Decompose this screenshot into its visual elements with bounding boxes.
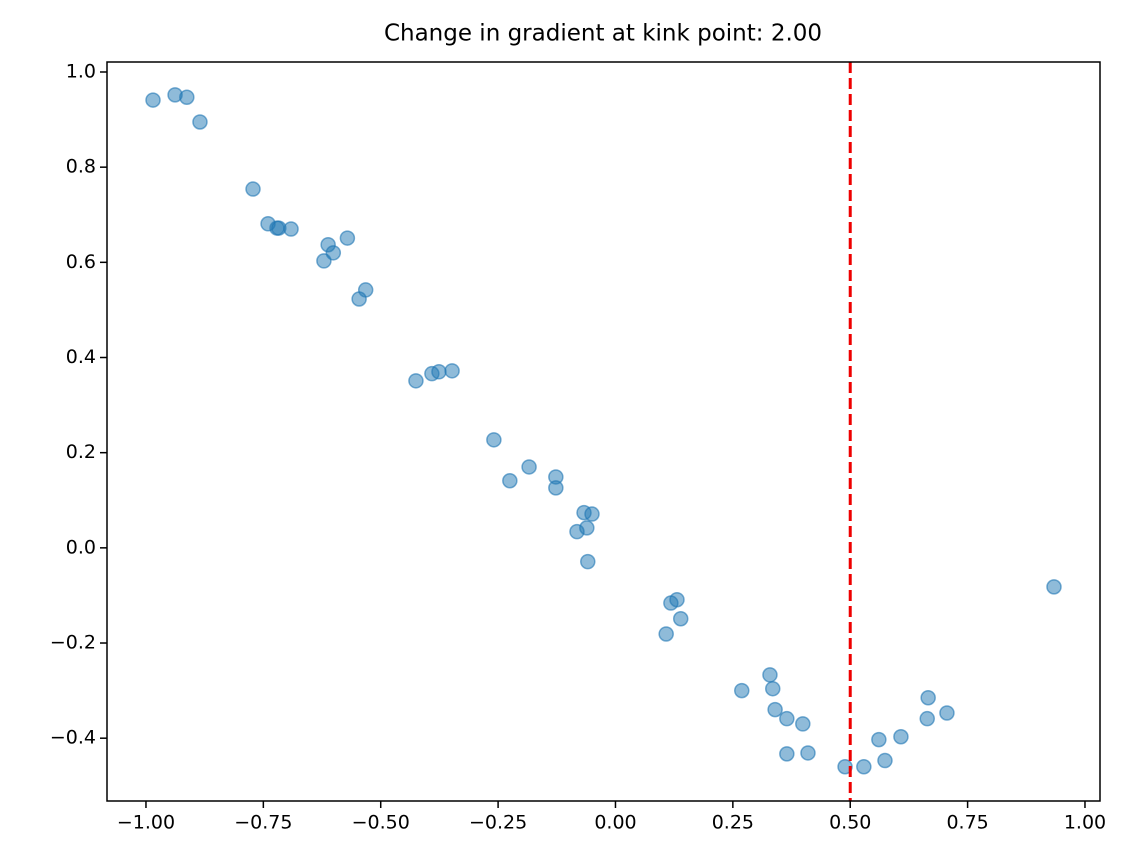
point: [871, 731, 887, 748]
point: [837, 758, 853, 775]
point: [408, 373, 424, 389]
point: [734, 682, 750, 699]
x-tick-label: 1.00: [1064, 812, 1106, 834]
point: [920, 689, 936, 706]
y-tick-label: 0.8: [66, 156, 96, 178]
point: [762, 667, 778, 683]
point: [283, 221, 299, 237]
y-tick-label: 0.2: [66, 441, 96, 463]
point: [486, 432, 502, 448]
point: [431, 364, 447, 380]
y-tick-label: −0.2: [50, 632, 96, 654]
x-tick-label: 0.25: [712, 812, 754, 834]
plot-frame: [106, 61, 1101, 802]
point: [779, 710, 795, 727]
point: [584, 506, 600, 522]
point: [179, 89, 195, 105]
point: [351, 291, 367, 307]
point: [672, 610, 689, 627]
y-tick-label: 0.6: [66, 251, 96, 273]
point: [502, 473, 518, 489]
point: [795, 716, 811, 732]
point: [245, 181, 261, 197]
point: [316, 253, 332, 269]
y-tick-label: 1.0: [66, 60, 96, 82]
point: [669, 591, 685, 608]
point: [893, 729, 909, 745]
x-tick-label: −0.50: [352, 812, 410, 834]
point: [444, 363, 460, 379]
y-tick-label: 0.0: [66, 536, 96, 558]
chart-title: Change in gradient at kink point: 2.00: [384, 21, 822, 47]
y-tick-label: −0.4: [50, 727, 96, 749]
point: [779, 746, 795, 762]
x-tick-label: 0.75: [946, 812, 988, 834]
y-tick-label: 0.4: [66, 346, 96, 368]
point: [548, 480, 564, 496]
point: [877, 752, 893, 769]
x-tick-label: −0.25: [469, 812, 527, 834]
point: [339, 230, 356, 246]
point: [580, 553, 596, 570]
point: [767, 701, 783, 718]
point: [939, 705, 955, 721]
point: [521, 459, 537, 475]
point: [145, 92, 161, 108]
point: [658, 626, 674, 642]
point: [1046, 579, 1062, 595]
point: [569, 523, 585, 540]
point: [800, 745, 816, 761]
point: [765, 680, 781, 697]
point: [192, 114, 208, 130]
x-tick-label: −0.75: [234, 812, 292, 834]
x-tick-label: −1.00: [117, 812, 175, 834]
x-tick-label: 0.00: [594, 812, 636, 834]
point: [856, 758, 872, 775]
x-tick-label: 0.50: [829, 812, 871, 834]
point: [919, 710, 935, 727]
